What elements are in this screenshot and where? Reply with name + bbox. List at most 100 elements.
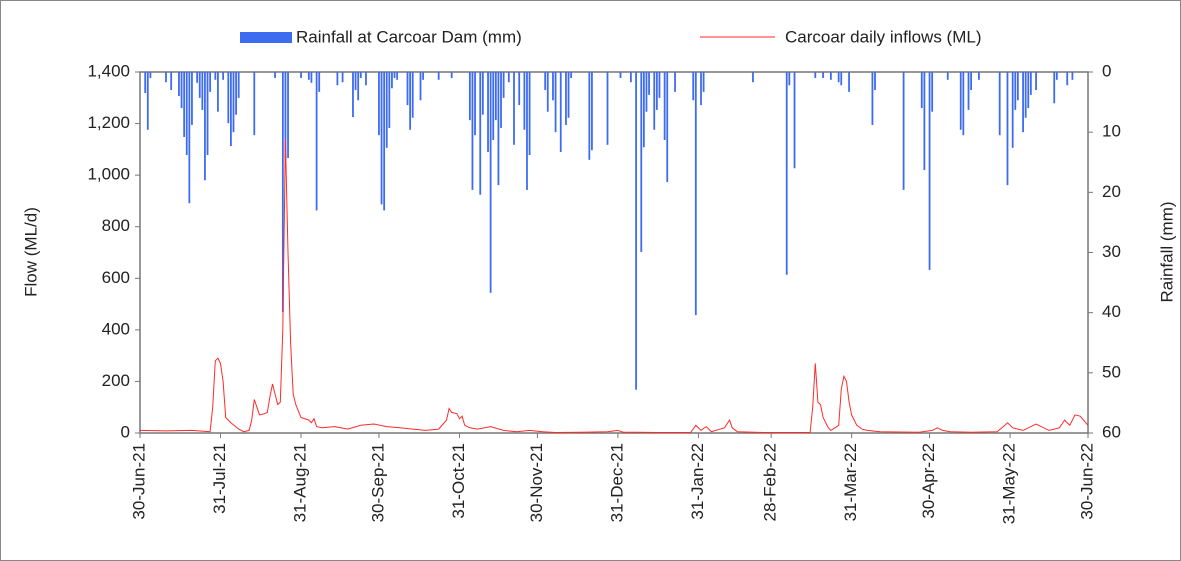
y-tick-label: 600 bbox=[102, 268, 130, 287]
rain-bar bbox=[354, 72, 357, 91]
rain-bar bbox=[1011, 72, 1014, 148]
rain-bar bbox=[658, 72, 661, 98]
y2-tick-label: 10 bbox=[1102, 122, 1121, 141]
rain-bar bbox=[237, 72, 240, 98]
rain-bar bbox=[559, 72, 562, 153]
rain-bar bbox=[281, 72, 284, 313]
rain-bar bbox=[648, 72, 650, 95]
rain-bar bbox=[230, 72, 232, 147]
rain-bar bbox=[507, 72, 510, 83]
rain-bar bbox=[365, 72, 367, 86]
rain-bar bbox=[931, 72, 934, 112]
rain-bar bbox=[655, 72, 658, 110]
rain-bar bbox=[352, 72, 354, 118]
legend-label: Carcoar daily inflows (ML) bbox=[785, 27, 982, 46]
rain-bar bbox=[663, 72, 666, 140]
y-tick-label: 200 bbox=[102, 371, 130, 390]
rain-bar bbox=[1053, 72, 1056, 104]
rain-bar bbox=[468, 72, 471, 121]
rain-bar bbox=[920, 72, 923, 109]
rain-bar bbox=[998, 72, 1001, 136]
rain-bar bbox=[1016, 72, 1019, 101]
y-tick-label: 400 bbox=[102, 319, 130, 338]
rain-bar bbox=[928, 72, 931, 270]
rain-bar bbox=[180, 72, 183, 109]
rain-bar bbox=[645, 72, 648, 112]
rain-bar bbox=[793, 72, 796, 169]
rain-bar bbox=[307, 72, 310, 80]
rain-bar bbox=[437, 72, 440, 80]
rain-bar bbox=[188, 72, 191, 204]
rain-bar bbox=[829, 72, 832, 80]
rain-bar bbox=[840, 72, 843, 86]
rain-bar bbox=[385, 72, 388, 148]
rain-bar bbox=[1055, 72, 1058, 80]
rain-bar bbox=[144, 72, 147, 94]
rain-bar bbox=[642, 72, 645, 148]
rain-bar bbox=[287, 72, 289, 159]
rain-bar bbox=[591, 72, 593, 151]
rain-bar bbox=[513, 72, 515, 145]
rain-bar bbox=[526, 72, 528, 190]
x-tick-label: 31-Jul-21 bbox=[210, 443, 229, 514]
rain-bar bbox=[946, 72, 949, 80]
rain-bar bbox=[489, 72, 492, 293]
rain-bar bbox=[232, 72, 235, 133]
rain-bar bbox=[170, 72, 173, 91]
rain-bar bbox=[341, 72, 344, 83]
rain-bar bbox=[422, 72, 425, 80]
x-tick-label: 31-May-22 bbox=[1000, 443, 1019, 524]
rain-bar bbox=[494, 72, 497, 121]
x-tick-label: 31-Jan-22 bbox=[688, 443, 707, 520]
rain-bar bbox=[1027, 72, 1030, 109]
y2-tick-label: 60 bbox=[1102, 422, 1121, 441]
y2-tick-label: 40 bbox=[1102, 302, 1121, 321]
rain-bar bbox=[694, 72, 697, 316]
rain-bar bbox=[196, 72, 199, 83]
rain-bar bbox=[588, 72, 591, 160]
rain-bar bbox=[546, 72, 549, 112]
rain-bar bbox=[752, 72, 754, 83]
rain-bar bbox=[214, 72, 217, 80]
rain-bar bbox=[146, 72, 149, 130]
x-tick-label: 31-Mar-22 bbox=[841, 443, 860, 521]
y-tick-label: 1,200 bbox=[87, 113, 130, 132]
x-tick-label: 28-Feb-22 bbox=[761, 443, 780, 521]
inflow-line bbox=[139, 138, 1089, 434]
rain-bar bbox=[518, 72, 521, 106]
rain-bar bbox=[666, 72, 669, 183]
rain-bar bbox=[284, 72, 287, 160]
rain-bar bbox=[274, 72, 276, 79]
rain-bar bbox=[357, 72, 360, 101]
rain-bar bbox=[1014, 72, 1017, 110]
y-tick-label: 800 bbox=[102, 216, 130, 235]
rain-bar bbox=[635, 72, 637, 390]
rain-bar bbox=[640, 72, 643, 252]
rain-bar bbox=[570, 72, 573, 79]
y-axis-label: Flow (ML/d) bbox=[21, 207, 40, 297]
x-tick-label: 30-Jun-21 bbox=[129, 443, 148, 520]
x-tick-label: 31-Aug-21 bbox=[291, 443, 310, 522]
rain-bar bbox=[183, 72, 186, 137]
x-tick-label: 31-Dec-21 bbox=[607, 443, 626, 522]
rain-bar bbox=[785, 72, 788, 275]
rain-bar bbox=[471, 72, 474, 190]
rain-bar bbox=[874, 72, 876, 91]
rain-bar bbox=[409, 72, 412, 130]
rain-bar bbox=[1022, 72, 1024, 133]
rain-bar bbox=[419, 72, 422, 101]
rain-bar bbox=[487, 72, 489, 153]
rain-bar bbox=[629, 72, 632, 83]
x-tick-label: 30-Sep-21 bbox=[368, 443, 387, 522]
rain-bar bbox=[871, 72, 874, 125]
rain-bar bbox=[185, 72, 188, 156]
rain-bar bbox=[318, 72, 321, 92]
rain-bar bbox=[378, 72, 380, 136]
y2-tick-label: 20 bbox=[1102, 182, 1121, 201]
rain-bar bbox=[235, 72, 237, 115]
rain-bar bbox=[959, 72, 962, 130]
rain-bar bbox=[1024, 72, 1027, 118]
rain-bar bbox=[967, 72, 970, 110]
rain-bar bbox=[201, 72, 204, 110]
